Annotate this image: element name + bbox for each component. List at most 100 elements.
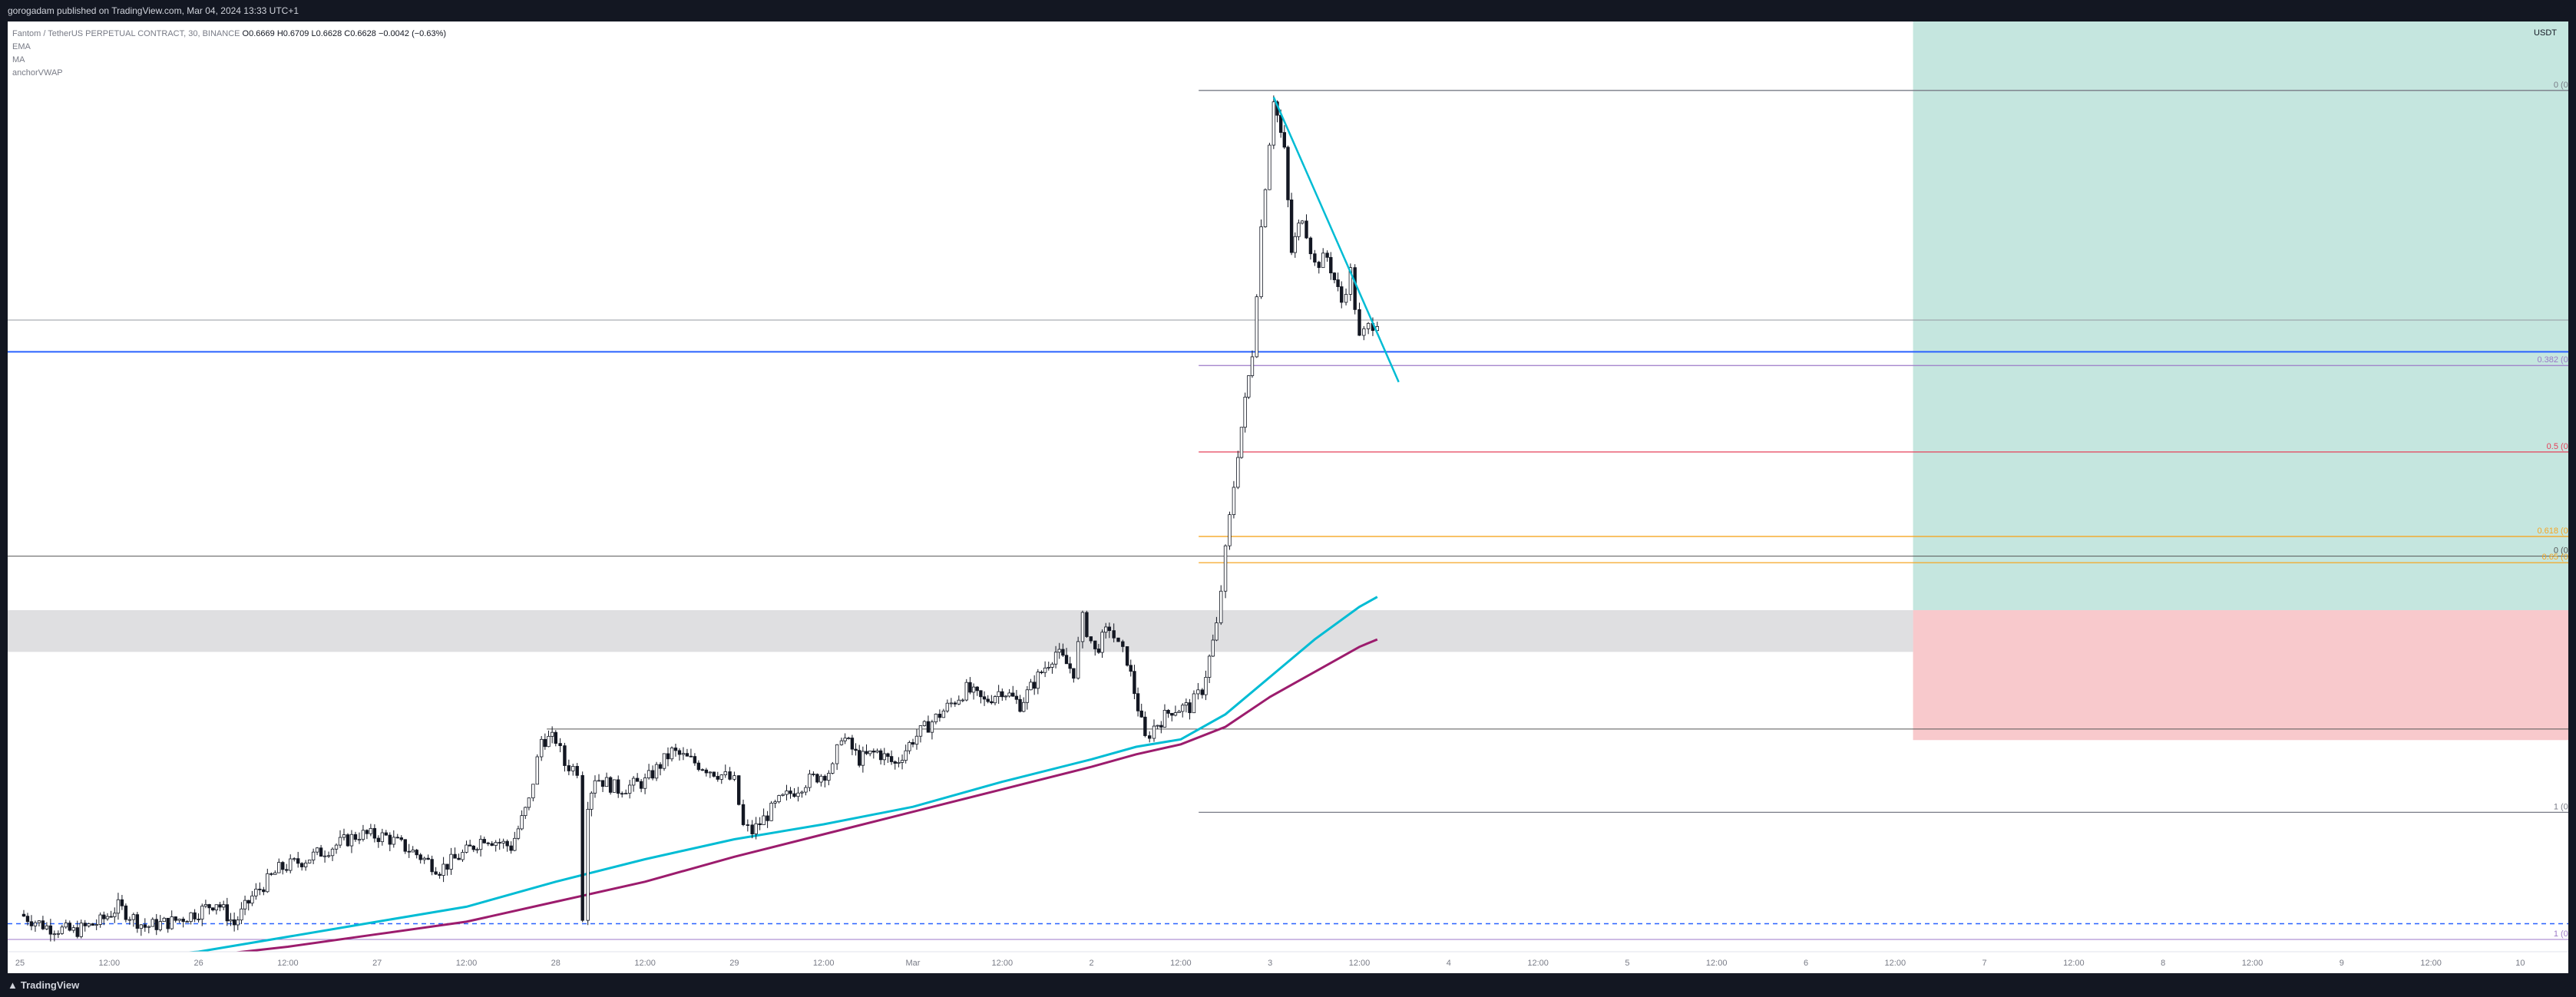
candle-body <box>338 837 342 846</box>
candle-body <box>299 863 304 867</box>
candle-body <box>37 920 41 923</box>
candle-body <box>1025 689 1030 703</box>
candle-body <box>1104 626 1108 633</box>
candle-body <box>524 807 527 817</box>
candle-body <box>1170 713 1174 716</box>
candle-body <box>449 853 453 870</box>
indicator-ma[interactable]: MA <box>12 55 25 64</box>
stop-zone <box>1913 609 2576 741</box>
candle-body <box>1053 652 1058 665</box>
candle-body <box>819 775 823 783</box>
candle-body <box>792 793 796 797</box>
candle-body <box>639 781 643 789</box>
candle-body <box>754 823 758 834</box>
candle-body <box>68 923 71 931</box>
candle-body <box>1325 253 1329 258</box>
candle-body <box>520 815 524 830</box>
candle-body <box>1317 262 1321 269</box>
candle-body <box>426 857 430 860</box>
candle-body <box>1147 735 1152 739</box>
candle-body <box>482 839 486 843</box>
candle-body <box>631 777 636 786</box>
candle-body <box>98 914 102 925</box>
candle-body <box>662 753 666 769</box>
candle-body <box>1211 639 1215 657</box>
candle-body <box>139 924 144 929</box>
candle-body <box>445 863 449 870</box>
ma-cyan-line <box>19 596 1378 966</box>
candle-body <box>270 873 273 875</box>
candle-body <box>229 919 233 922</box>
candle-body <box>1239 427 1244 458</box>
candle-body <box>21 913 26 917</box>
candle-body <box>311 851 316 860</box>
candle-body <box>831 763 835 774</box>
candle-body <box>170 916 174 929</box>
candle-body <box>1156 725 1159 727</box>
candle-body <box>501 840 505 843</box>
candle-body <box>823 775 827 781</box>
candle-body <box>897 761 901 764</box>
candle-body <box>1173 712 1178 716</box>
candle-body <box>696 762 701 771</box>
candle-body <box>193 912 197 919</box>
candle-body <box>882 753 886 761</box>
candle-body <box>737 775 741 805</box>
legend-ohlc-row: Fantom / TetherUS PERPETUAL CONTRACT, 30… <box>12 28 446 41</box>
x-tick-label: 12:00 <box>1706 959 1728 968</box>
candle-body <box>1159 725 1163 728</box>
candle-body <box>334 844 339 850</box>
candle-body <box>685 753 689 757</box>
candle-body <box>434 871 438 875</box>
candle-body <box>1050 663 1054 668</box>
candle-body <box>1196 689 1200 695</box>
x-tick-label: 12:00 <box>99 959 121 968</box>
candle-body <box>189 912 193 922</box>
candle-body <box>1000 691 1004 698</box>
candle-body <box>953 702 957 705</box>
candle-body <box>1029 682 1033 691</box>
candle-body <box>908 741 911 751</box>
candle-body <box>1080 612 1085 642</box>
symbol-name[interactable]: Fantom / TetherUS PERPETUAL CONTRACT, 30… <box>12 29 240 38</box>
candle-body <box>1223 545 1228 592</box>
candle-body <box>441 863 445 877</box>
candle-body <box>102 914 106 919</box>
candle-body <box>346 834 350 847</box>
candle-body <box>746 824 750 826</box>
chart-area[interactable]: 0 (0.5683)1 (0.4149)0 (0.7547)0.382 (0.6… <box>8 21 2576 973</box>
x-tick-label: 12:00 <box>2063 959 2085 968</box>
candle-body <box>1129 665 1133 672</box>
indicator-ema[interactable]: EMA <box>12 42 31 51</box>
candle-body <box>689 755 693 758</box>
x-tick-label: 28 <box>551 959 561 968</box>
candle-body <box>422 857 426 860</box>
indicator-anchor-vwap[interactable]: anchorVWAP <box>12 68 63 78</box>
candle-body <box>465 844 468 853</box>
candle-body <box>785 791 789 795</box>
candle-body <box>25 916 30 923</box>
tradingview-logo[interactable]: ▲ TradingView <box>8 979 79 991</box>
candle-body <box>1072 668 1076 679</box>
candle-body <box>1268 144 1271 190</box>
x-tick-label: Mar <box>906 959 921 968</box>
candle-body <box>918 725 923 737</box>
candle-body <box>1228 514 1232 546</box>
candle-body <box>1014 695 1019 700</box>
candle-body <box>889 756 894 762</box>
candle-body <box>203 904 208 907</box>
candle-body <box>162 917 166 922</box>
candle-body <box>158 921 162 930</box>
x-tick-label: 12:00 <box>1349 959 1371 968</box>
candle-body <box>33 922 38 926</box>
candle-body <box>808 774 812 788</box>
candle-body <box>1040 672 1043 673</box>
chart-svg[interactable]: 0 (0.5683)1 (0.4149)0 (0.7547)0.382 (0.6… <box>8 21 2576 973</box>
candle-body <box>1076 641 1080 679</box>
candle-body <box>1116 637 1120 642</box>
candle-body <box>766 815 769 821</box>
candle-body <box>666 753 670 760</box>
candle-body <box>240 908 243 921</box>
candle-body <box>384 832 389 836</box>
candle-body <box>1181 705 1185 712</box>
